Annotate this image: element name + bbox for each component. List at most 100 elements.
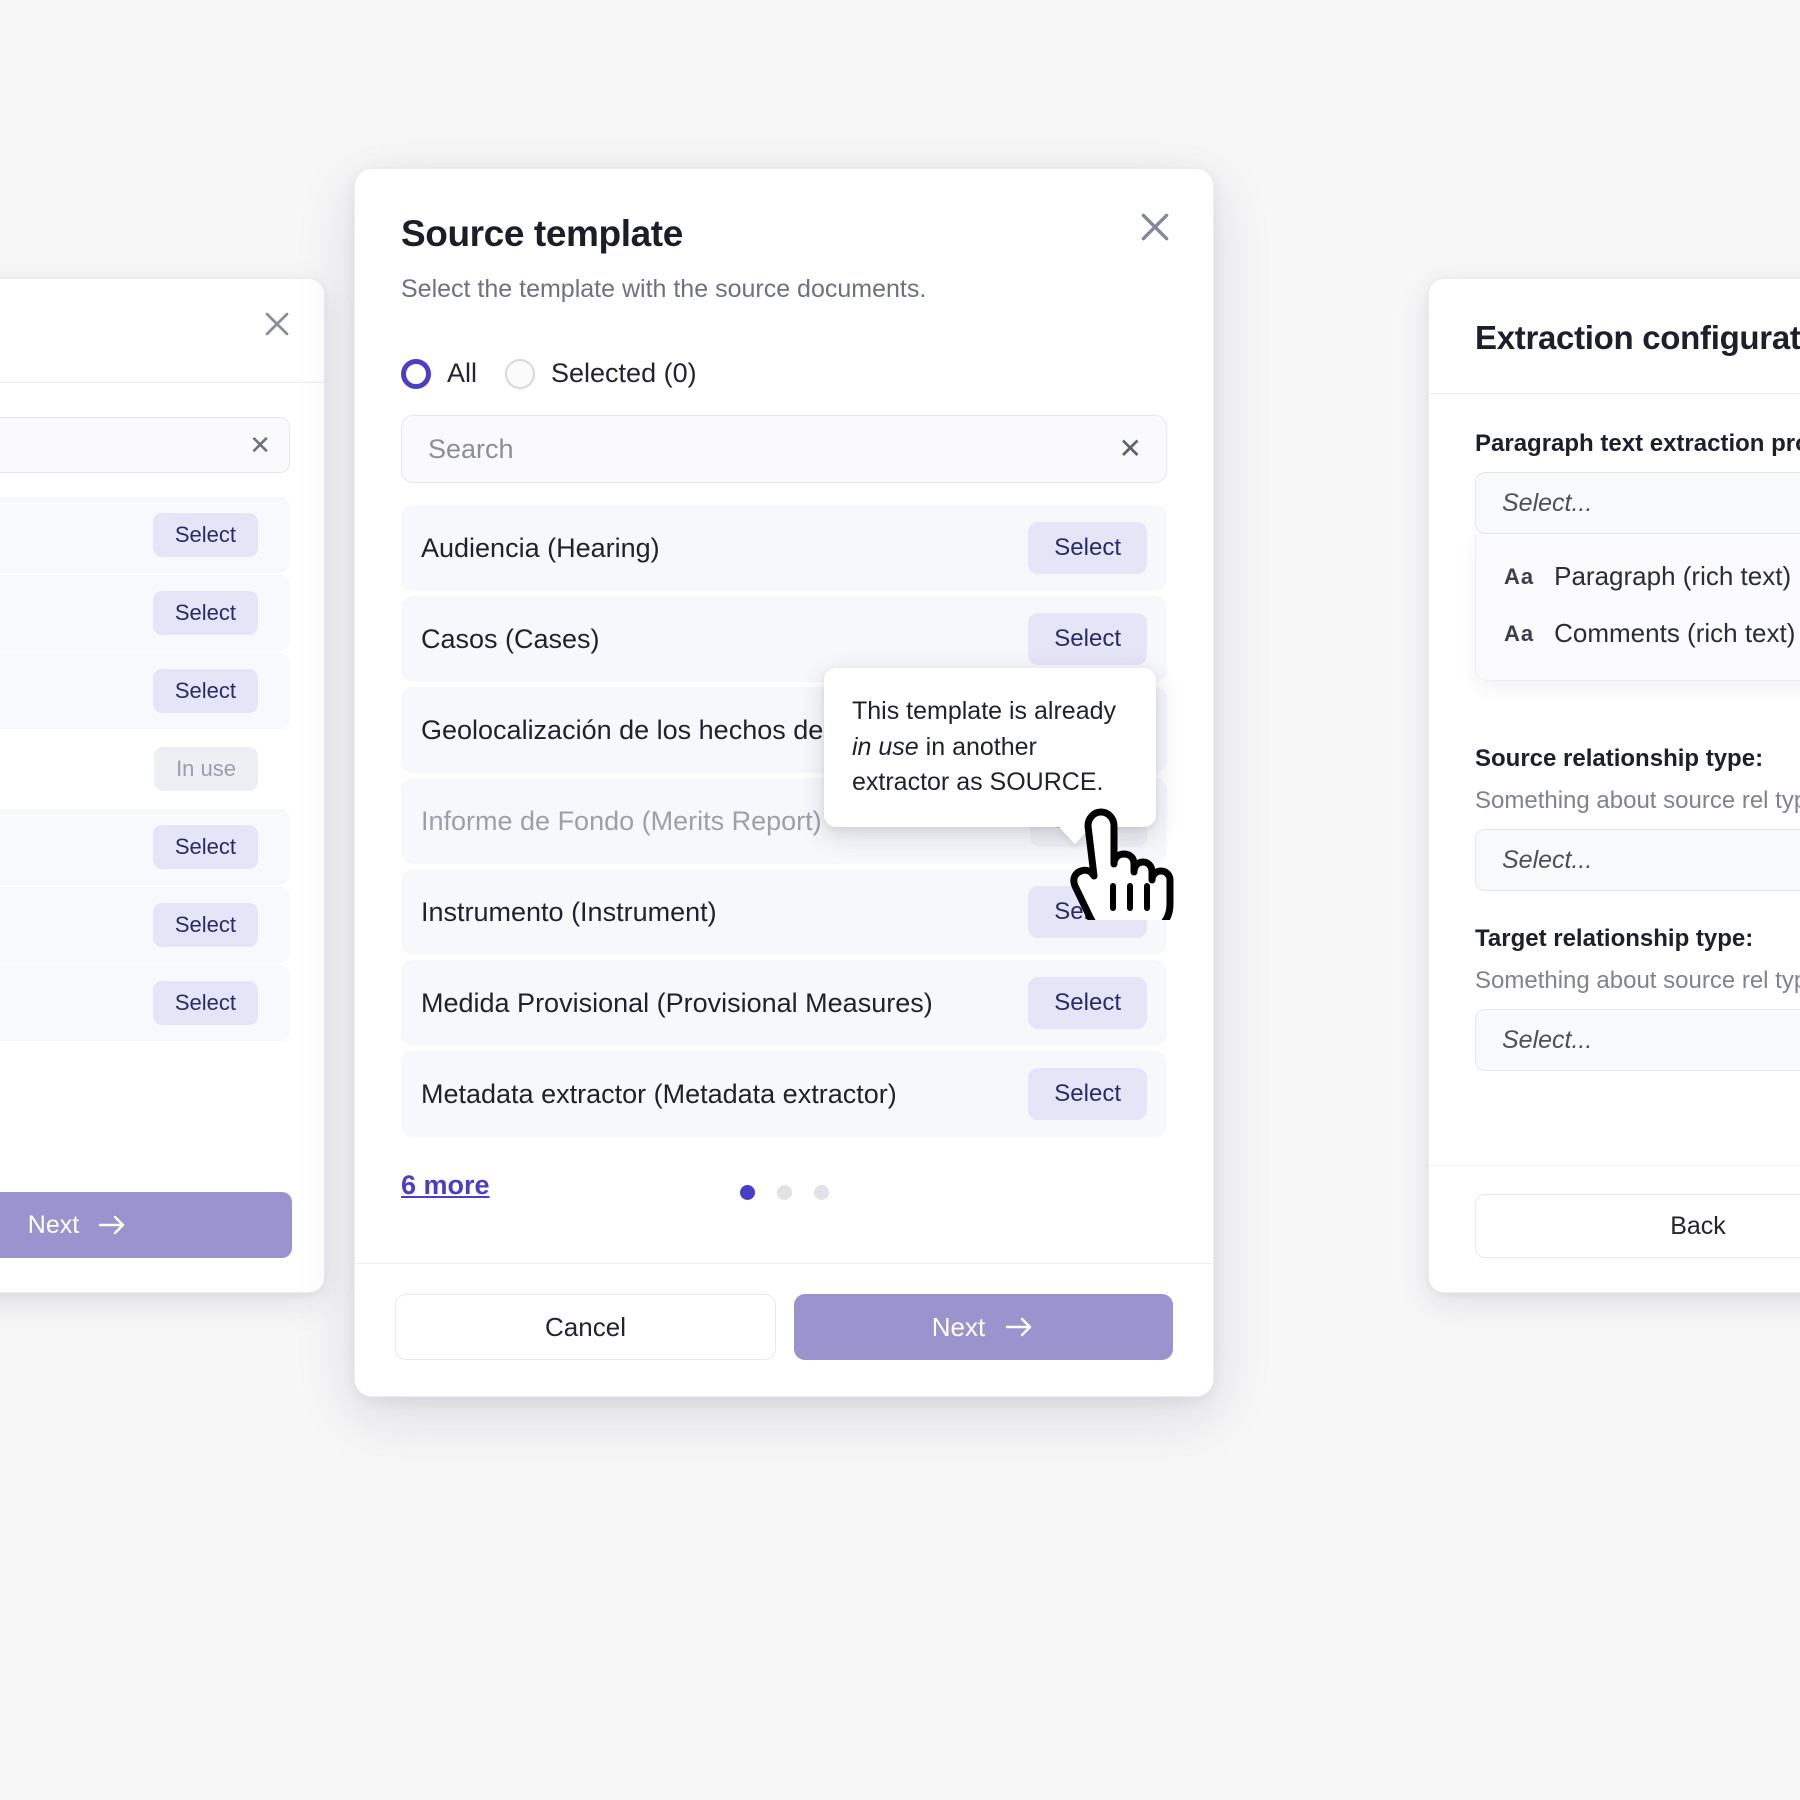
table-row[interactable]: Medida Provisional (Provisional Measures… xyxy=(401,960,1167,1046)
template-list: Audiencia (Hearing) Select Casos (Cases)… xyxy=(401,505,1167,1137)
left-panel-divider xyxy=(0,382,324,383)
background-dialog-right: Extraction configuration Paragraph text … xyxy=(1428,278,1800,1293)
radio-selected[interactable]: Selected (0) xyxy=(505,358,697,389)
row-select-button[interactable]: Select xyxy=(152,591,258,635)
tooltip-text-after: in another extractor as SOURCE. xyxy=(852,732,1104,797)
back-button[interactable]: Back xyxy=(1475,1194,1800,1258)
close-icon[interactable] xyxy=(260,307,294,341)
table-row[interactable]: Audiencia (Hearing) Select xyxy=(401,505,1167,591)
cancel-button[interactable]: Cancel xyxy=(395,1294,776,1360)
left-next-label: Next xyxy=(27,1210,80,1239)
select-button[interactable]: Select xyxy=(1028,1068,1147,1120)
template-name: Medida Provisional (Provisional Measures… xyxy=(421,987,933,1018)
left-panel-footer: Next xyxy=(0,1164,324,1292)
radio-all-label: All xyxy=(447,358,478,388)
pagination-dot-1[interactable] xyxy=(739,1185,755,1200)
clear-icon[interactable]: ✕ xyxy=(249,430,271,460)
tooltip-text-emphasis: in use xyxy=(852,732,919,761)
left-next-button[interactable]: Next xyxy=(0,1192,292,1258)
mouse-cursor-pointer-icon xyxy=(1070,808,1174,920)
template-name: Geolocalización de los hechos del caso xyxy=(421,714,894,745)
row-select-button[interactable]: Select xyxy=(152,513,258,557)
text-format-icon: Aa xyxy=(1504,563,1535,589)
arrow-right-icon xyxy=(1006,1317,1032,1337)
target-rel-label: Target relationship type: xyxy=(1475,925,1754,952)
template-name: Casos (Cases) xyxy=(421,623,600,654)
target-rel-hint: Something about source rel type xyxy=(1475,967,1800,994)
close-icon[interactable] xyxy=(1135,207,1175,247)
table-row[interactable]: Metadata extractor (Metadata extractor) … xyxy=(401,1051,1167,1137)
in-use-tooltip: This template is already in use in anoth… xyxy=(824,668,1156,844)
dialog-footer: Cancel Next xyxy=(355,1263,1213,1396)
select-button[interactable]: Select xyxy=(1028,977,1147,1029)
right-panel-body: Paragraph text extraction propert Select… xyxy=(1429,394,1800,1071)
right-panel-footer: Back xyxy=(1429,1165,1800,1292)
table-row[interactable]: Select xyxy=(0,575,290,651)
table-row[interactable]: Casos (Cases) Select xyxy=(401,596,1167,682)
template-name: Instrumento (Instrument) xyxy=(421,896,717,927)
dialog-title: Source template xyxy=(401,213,683,254)
left-panel-body: ✕ Select Select Select In use Select xyxy=(0,383,324,1041)
table-row[interactable]: Select xyxy=(0,809,290,885)
right-panel-header: Extraction configuration xyxy=(1429,279,1800,393)
template-name: Informe de Fondo (Merits Report) xyxy=(421,805,822,836)
search-field[interactable]: ✕ xyxy=(401,415,1167,483)
paragraph-field-dropdown-menu: Aa Paragraph (rich text) Aa Comments (ri… xyxy=(1475,534,1800,681)
next-button-label: Next xyxy=(931,1311,986,1342)
row-inuse-badge: In use xyxy=(154,747,258,791)
radio-unselected-icon xyxy=(505,358,536,389)
radio-selected-icon xyxy=(401,358,431,389)
table-row[interactable]: Select xyxy=(0,887,290,963)
tooltip-text: This template is already in use in anoth… xyxy=(852,694,1128,801)
row-select-button[interactable]: Select xyxy=(152,981,258,1025)
background-dialog-left: ments. ✕ Select Select Select In use xyxy=(0,278,325,1293)
row-select-button[interactable]: Select xyxy=(152,669,258,713)
next-button[interactable]: Next xyxy=(794,1294,1173,1360)
left-panel-header: ments. xyxy=(0,279,324,382)
select-button[interactable]: Select xyxy=(1028,613,1147,665)
tooltip-arrow xyxy=(1058,825,1092,844)
source-rel-hint: Something about source rel type xyxy=(1475,787,1800,814)
clear-icon[interactable]: ✕ xyxy=(1118,433,1142,464)
show-more-link[interactable]: 6 more xyxy=(401,1170,490,1200)
template-name: Audiencia (Hearing) xyxy=(421,532,660,563)
table-row: In use xyxy=(0,731,290,807)
table-row[interactable]: Select xyxy=(0,965,290,1041)
spacer xyxy=(1475,891,1800,925)
paragraph-field-select[interactable]: Select... xyxy=(1475,472,1800,534)
arrow-right-icon xyxy=(99,1215,125,1235)
target-rel-select[interactable]: Select... xyxy=(1475,1009,1800,1071)
dialog-header: Source template Select the template with… xyxy=(355,169,1213,304)
dropdown-option-paragraph[interactable]: Aa Paragraph (rich text) xyxy=(1476,548,1800,605)
radio-selected-label: Selected (0) xyxy=(551,358,697,388)
pagination-dot-3[interactable] xyxy=(813,1185,829,1200)
left-search-input[interactable]: ✕ xyxy=(0,417,290,473)
row-select-button[interactable]: Select xyxy=(152,903,258,947)
left-panel-subtitle: ments. xyxy=(0,319,280,348)
select-button[interactable]: Select xyxy=(1028,522,1147,574)
text-format-icon: Aa xyxy=(1504,620,1535,646)
filter-radio-group: All Selected (0) xyxy=(401,358,1167,389)
left-panel-row-list: Select Select Select In use Select Selec… xyxy=(0,497,290,1041)
source-rel-select[interactable]: Select... xyxy=(1475,829,1800,891)
page-title: Extraction configuration xyxy=(1475,319,1800,356)
dropdown-option-label: Comments (rich text) xyxy=(1554,618,1796,648)
paragraph-field-label: Paragraph text extraction propert xyxy=(1475,430,1800,457)
pagination-dot-2[interactable] xyxy=(776,1185,792,1200)
dropdown-option-label: Paragraph (rich text) xyxy=(1554,561,1792,591)
template-name: Metadata extractor (Metadata extractor) xyxy=(421,1078,897,1109)
table-row[interactable]: Select xyxy=(0,497,290,573)
search-input[interactable] xyxy=(402,433,1166,465)
radio-all[interactable]: All xyxy=(401,358,477,389)
table-row[interactable]: Select xyxy=(0,653,290,729)
spacer xyxy=(1475,681,1800,745)
source-rel-label: Source relationship type: xyxy=(1475,745,1764,772)
table-row[interactable]: Instrumento (Instrument) Select xyxy=(401,869,1167,955)
pagination-dots xyxy=(355,1185,1213,1200)
dropdown-option-comments[interactable]: Aa Comments (rich text) xyxy=(1476,605,1800,662)
row-select-button[interactable]: Select xyxy=(152,825,258,869)
tooltip-text-before: This template is already xyxy=(852,697,1117,725)
dialog-subtitle: Select the template with the source docu… xyxy=(401,275,927,303)
right-panel-divider xyxy=(1429,393,1800,394)
